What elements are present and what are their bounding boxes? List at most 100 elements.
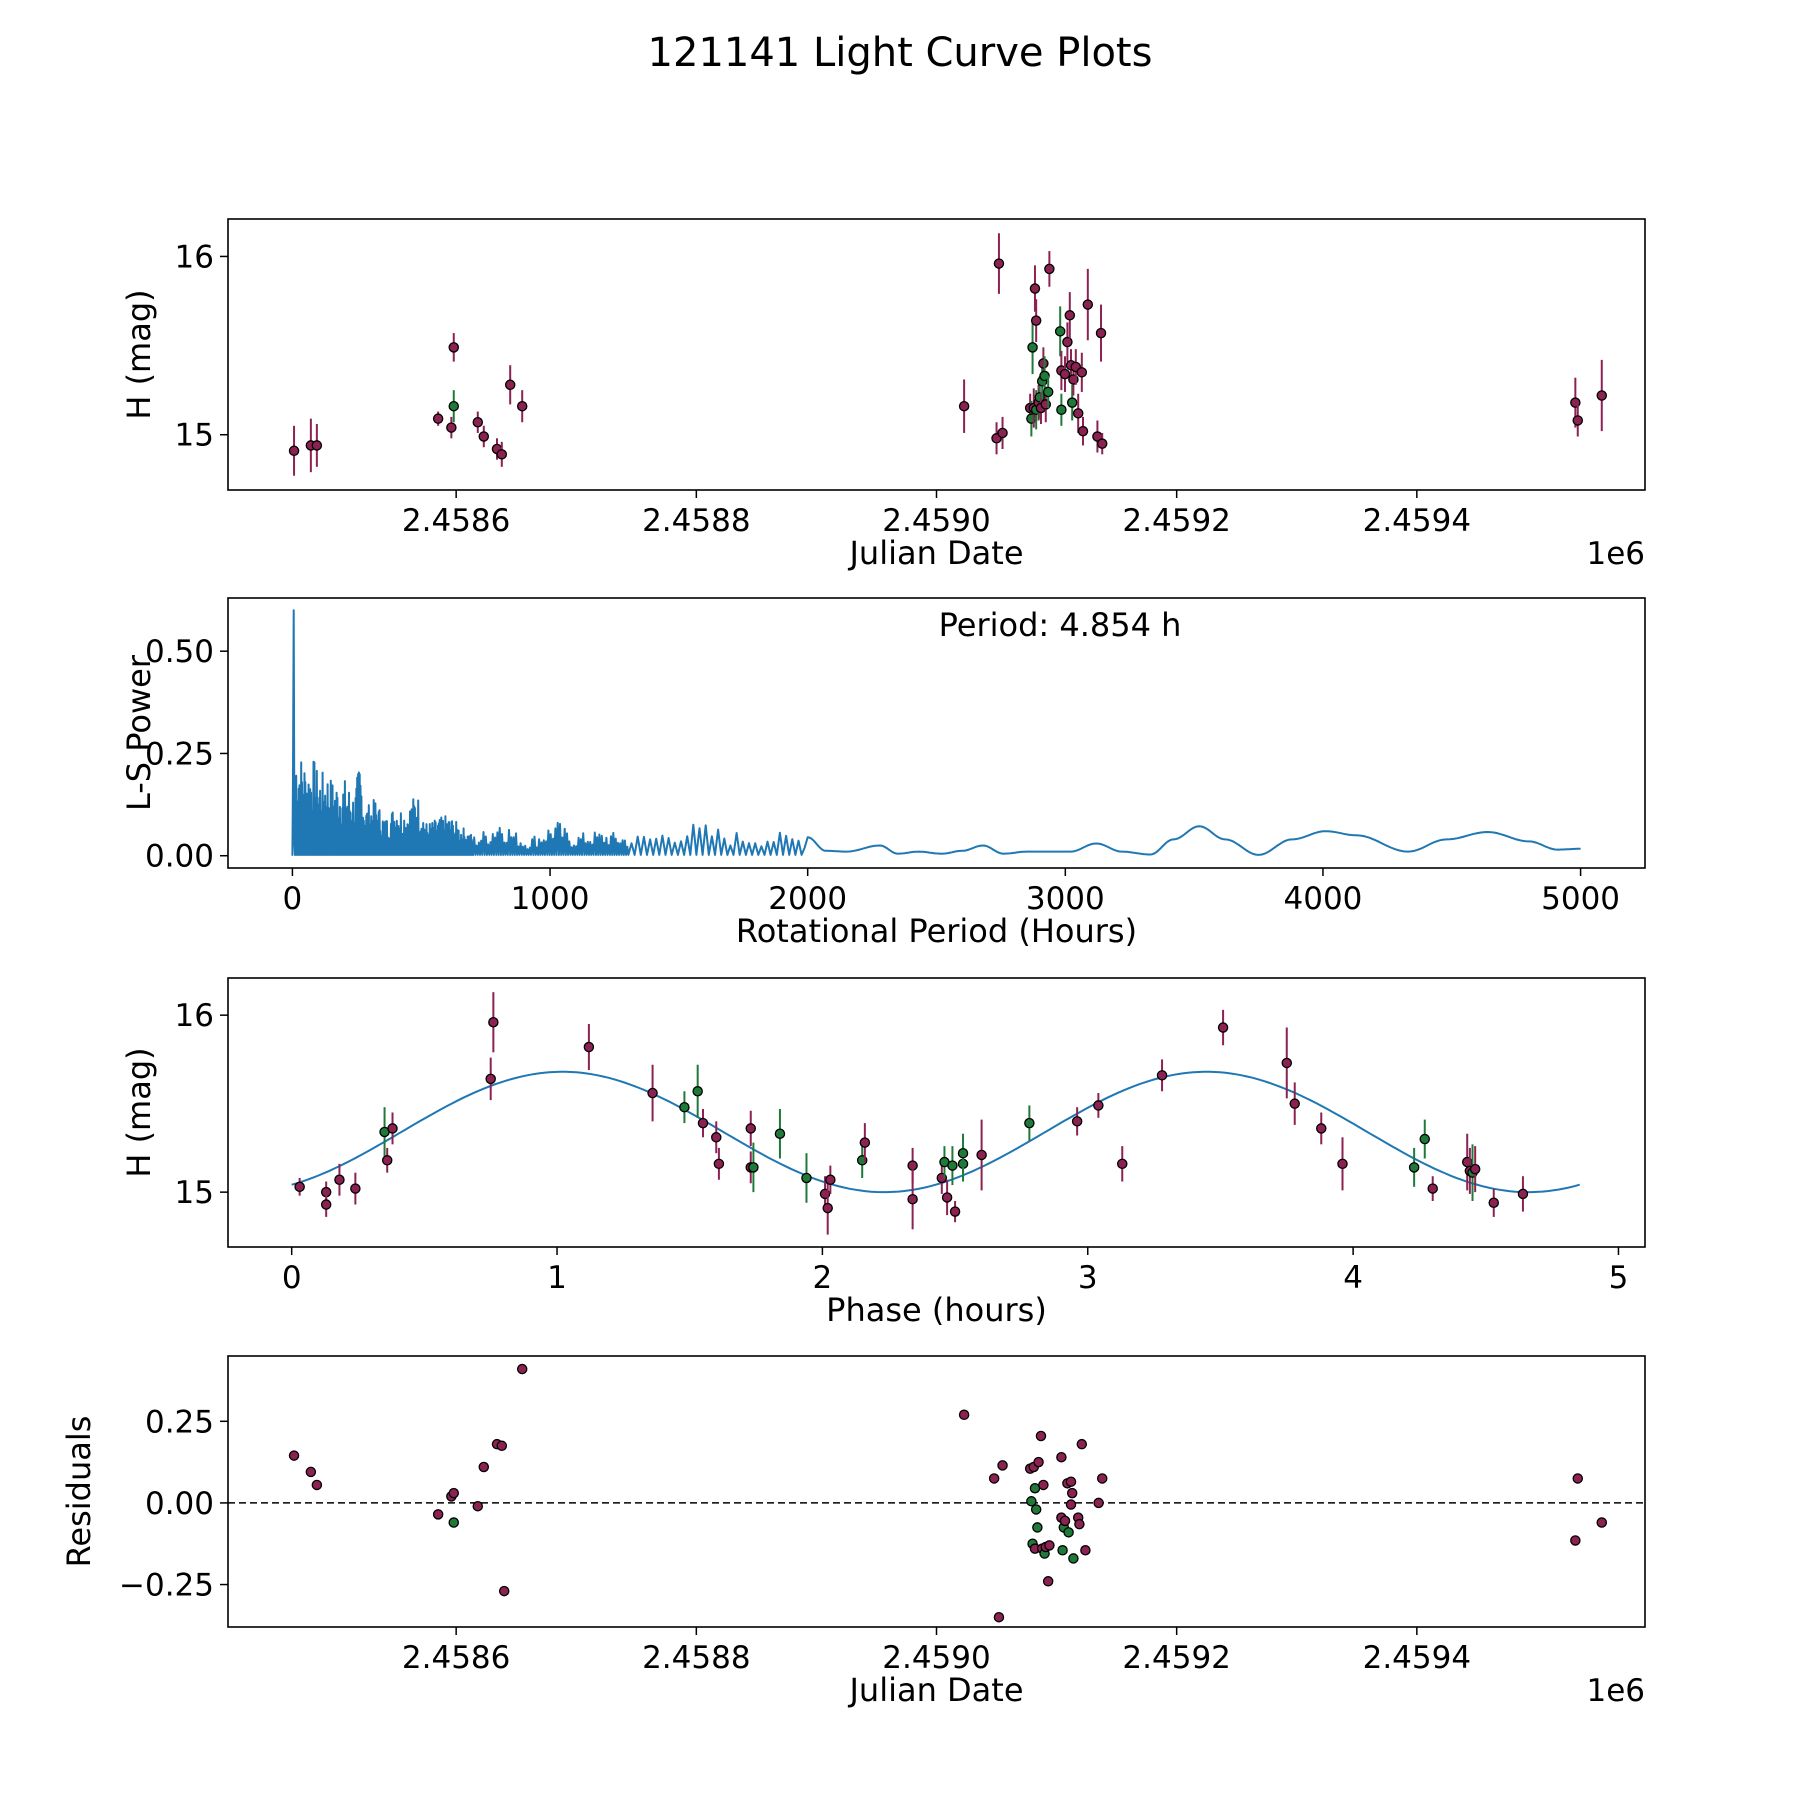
residual-point <box>1093 1497 1104 1509</box>
x-tick-label: 2.4586 <box>402 1640 510 1676</box>
data-point <box>350 1183 361 1194</box>
data-point <box>692 1086 703 1097</box>
residual-point <box>1068 1553 1079 1564</box>
data-point <box>745 1123 757 1134</box>
residual-point <box>311 1479 323 1491</box>
residual-point <box>1042 1576 1054 1587</box>
residual-point <box>1035 1430 1047 1442</box>
data-point <box>713 1158 725 1170</box>
data-point <box>697 1117 709 1129</box>
x-tick-label: 5 <box>1609 1260 1629 1296</box>
data-point <box>958 400 970 412</box>
x-tick-label: 0 <box>282 1260 302 1296</box>
x-tick-label: 2.4592 <box>1122 1640 1230 1676</box>
residual-point <box>498 1585 510 1597</box>
data-point <box>957 1147 969 1159</box>
data-point <box>334 1174 345 1186</box>
data-point <box>997 427 1008 439</box>
data-point <box>1076 367 1088 378</box>
data-point <box>907 1193 918 1205</box>
y-tick-label: 16 <box>175 998 214 1034</box>
data-point <box>647 1087 658 1099</box>
y-tick-label: −0.25 <box>119 1568 214 1604</box>
residual-point <box>496 1440 508 1452</box>
residual-point <box>988 1473 1000 1484</box>
y-tick-label: 0.00 <box>145 839 214 875</box>
data-point <box>1469 1163 1481 1175</box>
x-tick-label: 1000 <box>511 881 590 917</box>
residual-point <box>1065 1476 1077 1487</box>
data-point <box>1217 1022 1229 1033</box>
data-point <box>907 1160 918 1171</box>
data-point <box>941 1192 953 1203</box>
data-point <box>1042 386 1054 398</box>
data-point <box>1096 438 1108 449</box>
light-curve-panel: 2.4586 2.4588 2.4590 2.4592 2.4594 15 16 Julian… <box>120 218 1646 572</box>
x-tick-label: 2.4594 <box>1363 1640 1471 1676</box>
residual-point <box>432 1509 444 1520</box>
residual-point <box>1572 1473 1584 1484</box>
x-axis-label: Phase (hours) <box>826 1291 1047 1329</box>
data-point <box>432 413 444 424</box>
residual-point <box>1065 1499 1077 1510</box>
data-point <box>1044 263 1055 275</box>
data-point <box>1029 283 1041 294</box>
data-point <box>822 1202 833 1214</box>
residual-point <box>958 1409 970 1421</box>
periodogram-series <box>291 609 1581 856</box>
residual-point <box>478 1461 490 1473</box>
residual-point <box>288 1450 300 1461</box>
data-point <box>1427 1183 1438 1194</box>
residual-point <box>1032 1522 1043 1533</box>
residual-point <box>1056 1451 1067 1463</box>
residual-point <box>1570 1535 1581 1546</box>
data-point <box>478 431 490 442</box>
data-point <box>448 342 460 353</box>
residual-point <box>1059 1515 1071 1527</box>
x-tick-label: 2.4588 <box>642 503 750 539</box>
data-point <box>1030 315 1042 326</box>
y-axis-label: H (mag) <box>120 289 158 419</box>
y-tick-label: 0.00 <box>145 1486 214 1522</box>
data-point <box>949 1206 961 1217</box>
residual-point <box>1044 1540 1055 1551</box>
data-point <box>1093 1100 1104 1111</box>
x-tick-label: 2000 <box>768 881 847 917</box>
data-point <box>1064 310 1076 321</box>
residual-point <box>472 1500 484 1512</box>
data-point <box>516 400 528 412</box>
data-point <box>504 379 516 391</box>
figure-title: 121141 Light Curve Plots <box>648 30 1153 76</box>
x-tick-label: 2.4588 <box>642 1640 750 1676</box>
data-point <box>1517 1188 1529 1200</box>
residual-points <box>288 1363 1608 1623</box>
data-point <box>1281 1057 1293 1069</box>
x-tick-label: 1 <box>547 1260 567 1296</box>
data-point <box>1054 326 1066 337</box>
data-point <box>1072 408 1084 419</box>
data-point <box>311 440 323 451</box>
data-point <box>1024 1117 1035 1129</box>
data-point <box>1596 390 1608 401</box>
data-point <box>1082 299 1094 310</box>
data-point <box>1488 1197 1499 1209</box>
data-point <box>1038 358 1049 369</box>
x-tick-label: 4 <box>1343 1260 1363 1296</box>
x-tick-label: 2.4586 <box>402 503 510 539</box>
x-tick-label: 4000 <box>1284 881 1363 917</box>
y-tick-label: 0.25 <box>145 736 214 772</box>
phase-folded-panel: 0 1 2 3 4 5 15 16 Phase (hours) H (mag) <box>120 977 1646 1329</box>
y-tick-label: 15 <box>175 1175 214 1211</box>
period-annotation: Period: 4.854 h <box>939 606 1182 644</box>
data-point <box>679 1101 690 1113</box>
y-tick-label: 16 <box>175 239 214 275</box>
axes-frame <box>227 597 1646 869</box>
data-point <box>485 1073 496 1085</box>
data-point <box>1289 1098 1300 1109</box>
data-point <box>859 1137 871 1148</box>
data-point <box>1062 336 1073 348</box>
residual-point <box>1076 1438 1088 1450</box>
data-point <box>583 1041 595 1053</box>
data-point <box>774 1128 786 1139</box>
y-axis-label: L-S Power <box>120 654 158 811</box>
